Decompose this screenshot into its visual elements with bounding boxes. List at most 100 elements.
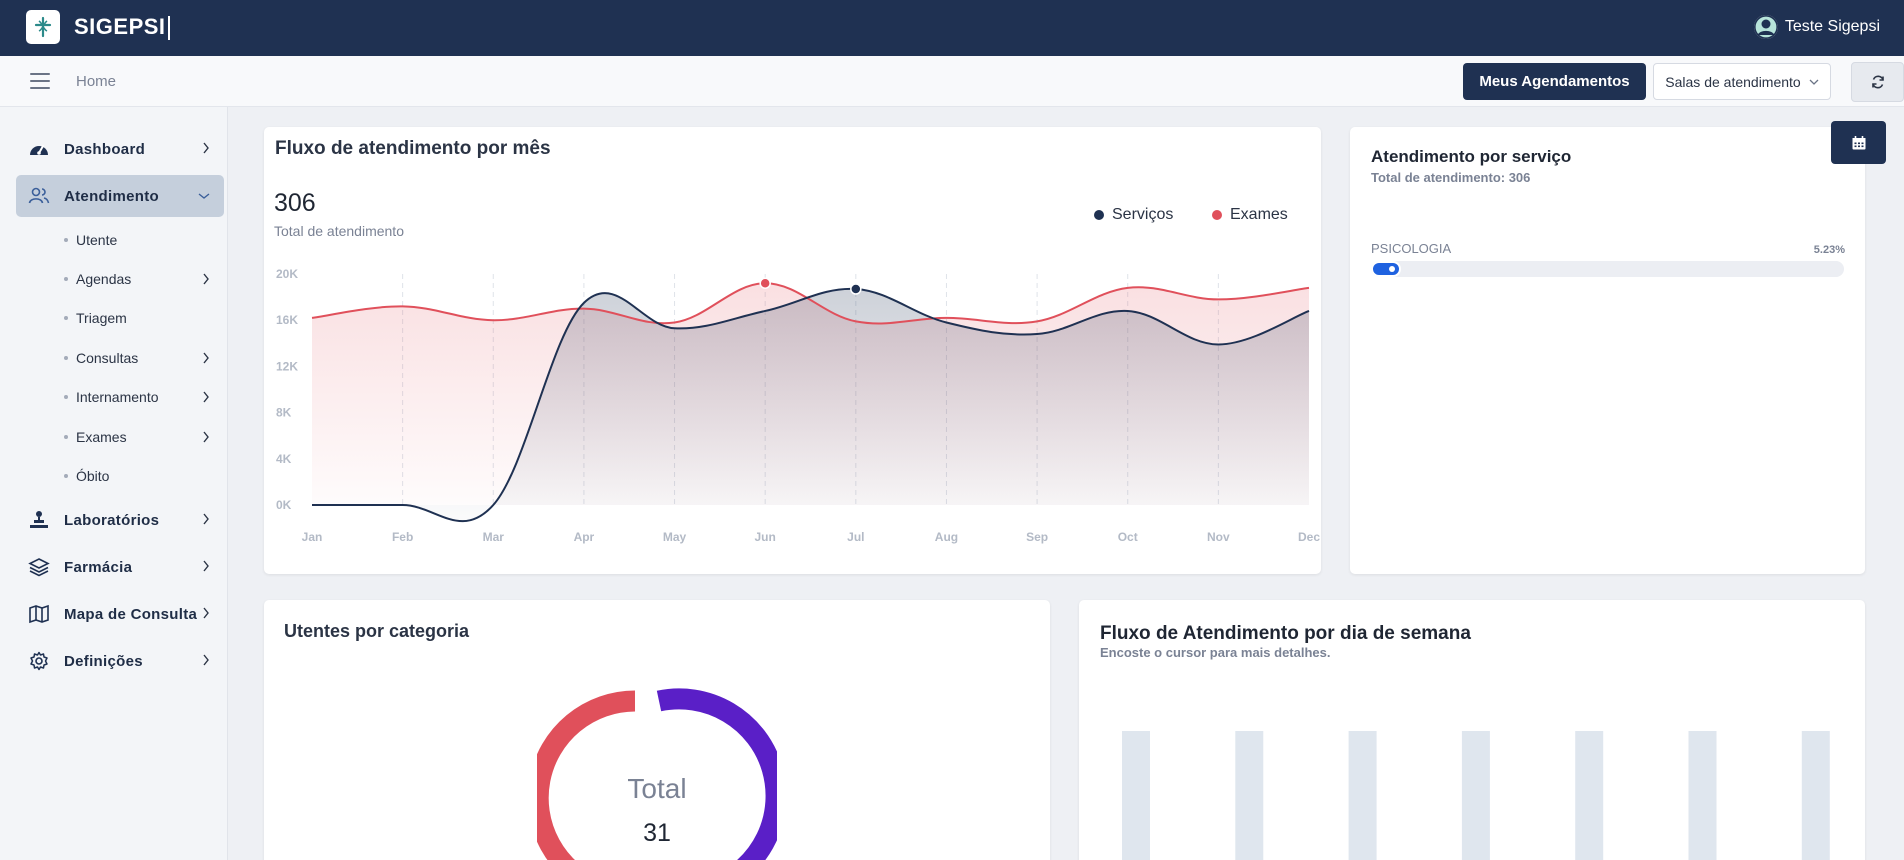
- legend-exames-label: Exames: [1230, 206, 1288, 223]
- sidebar-subitem-obito[interactable]: Óbito: [64, 461, 214, 491]
- refresh-button[interactable]: [1851, 62, 1904, 102]
- chevron-right-icon: [203, 273, 209, 285]
- chart-markers: [759, 277, 862, 295]
- legend-servicos[interactable]: Serviços: [1094, 206, 1173, 224]
- servico-row-percent: 5.23%: [1813, 244, 1845, 256]
- legend-servicos-label: Serviços: [1112, 206, 1174, 223]
- logo-icon: [34, 16, 52, 38]
- sidebar-item-laboratorios[interactable]: Laboratórios: [16, 499, 224, 541]
- series-line-1[interactable]: [311, 282, 1310, 325]
- series-marker-0[interactable]: [850, 283, 862, 295]
- fluxo-mes-chart[interactable]: 0K 4K 8K 12K 16K 20K Jan Feb Mar Apr May Jun Jul Aug…: [264, 127, 1321, 574]
- gauge-icon: [30, 145, 48, 155]
- series-line-0[interactable]: [311, 287, 1310, 523]
- bullet-icon: [64, 356, 68, 360]
- calendar-icon: [1852, 135, 1865, 149]
- sidebar-subitem-exames[interactable]: Exames: [64, 422, 214, 452]
- x-tick-label: Mar: [483, 530, 505, 544]
- x-tick-label: Oct: [1118, 530, 1138, 544]
- fluxo-mes-title: Fluxo de atendimento por mês: [275, 138, 551, 159]
- top-bar: SIGEPSI Teste Sigepsi: [0, 0, 1904, 56]
- series-marker-1[interactable]: [759, 277, 771, 289]
- servico-progress-fill: [1371, 261, 1401, 277]
- weekday-bar[interactable]: [1122, 731, 1150, 860]
- weekday-bar[interactable]: [1348, 731, 1377, 860]
- donut-slice-purple[interactable]: [656, 688, 777, 860]
- bullet-icon: [64, 474, 68, 478]
- y-tick-label: 0K: [276, 498, 292, 512]
- sidebar-item-definicoes[interactable]: Definições: [16, 640, 224, 682]
- sidebar-item-label: Dashboard: [64, 140, 146, 158]
- y-tick-label: 8K: [276, 406, 292, 420]
- breadcrumb-home[interactable]: Home: [76, 73, 117, 90]
- sidebar-subitem-label: Utente: [76, 232, 118, 248]
- fluxo-mes-total-label: Total de atendimento: [274, 223, 404, 239]
- x-tick-label: Dec: [1298, 530, 1320, 544]
- categoria-donut-chart[interactable]: [537, 688, 777, 860]
- app-logo[interactable]: [26, 10, 60, 44]
- users-icon: [28, 187, 50, 204]
- x-tick-label: Sep: [1026, 530, 1048, 544]
- sidebar-subitem-utente[interactable]: Utente: [64, 225, 214, 255]
- legend-dot-icon: [1212, 210, 1222, 220]
- semana-bar-chart[interactable]: [1079, 731, 1865, 860]
- weekday-bar[interactable]: [1688, 731, 1717, 860]
- sidebar-subitem-label: Triagem: [76, 310, 127, 326]
- x-tick-label: Jun: [755, 530, 776, 544]
- chevron-right-icon: [203, 513, 209, 525]
- progress-knob-icon: [1389, 266, 1395, 272]
- lab-icon: [30, 511, 48, 528]
- semana-subtitle: Encoste o cursor para mais detalhes.: [1100, 645, 1331, 660]
- user-menu[interactable]: Teste Sigepsi: [1753, 14, 1880, 40]
- calendar-button[interactable]: [1831, 121, 1886, 164]
- meus-agendamentos-button[interactable]: Meus Agendamentos: [1463, 63, 1646, 100]
- bullet-icon: [64, 277, 68, 281]
- chevron-right-icon: [203, 654, 209, 666]
- y-tick-label: 16K: [276, 313, 298, 327]
- sidebar-item-dashboard[interactable]: Dashboard: [16, 128, 224, 170]
- bullet-icon: [64, 435, 68, 439]
- sidebar-item-farmacia[interactable]: Farmácia: [16, 546, 224, 588]
- sidebar-subitem-agendas[interactable]: Agendas: [64, 264, 214, 294]
- sidebar-subitem-label: Agendas: [76, 271, 132, 287]
- servico-title: Atendimento por serviço: [1371, 147, 1572, 166]
- menu-toggle-icon[interactable]: [30, 73, 50, 89]
- series-area-0: [312, 288, 1309, 522]
- weekday-bar[interactable]: [1575, 731, 1604, 860]
- sidebar-subitem-label: Óbito: [76, 468, 110, 484]
- chevron-right-icon: [203, 431, 209, 443]
- sidebar-item-label: Definições: [64, 652, 143, 670]
- weekday-bar[interactable]: [1235, 731, 1264, 860]
- layers-icon: [28, 558, 50, 577]
- weekday-bar[interactable]: [1461, 731, 1490, 860]
- sidebar-item-label: Atendimento: [64, 187, 159, 205]
- user-avatar-icon: [1753, 15, 1778, 39]
- legend-exames[interactable]: Exames: [1212, 206, 1288, 224]
- categoria-title: Utentes por categoria: [284, 621, 470, 641]
- legend-dot-icon: [1094, 210, 1104, 220]
- gear-icon: [30, 651, 48, 671]
- chevron-right-icon: [203, 352, 209, 364]
- sidebar-item-label: Farmácia: [64, 558, 133, 576]
- salas-select[interactable]: Salas de atendimento: [1653, 63, 1831, 100]
- brand-name: SIGEPSI: [74, 14, 170, 41]
- donut-center-label: Total: [627, 773, 687, 804]
- sidebar-subitem-consultas[interactable]: Consultas: [64, 343, 214, 373]
- sidebar-subitem-internamento[interactable]: Internamento: [64, 382, 214, 412]
- servico-row-label: PSICOLOGIA: [1371, 241, 1452, 256]
- semana-card: Fluxo de Atendimento por dia de semana E…: [1079, 600, 1865, 860]
- donut-slice-red[interactable]: [537, 690, 636, 860]
- sidebar: Dashboard Atendimento Utente Agendas Tri…: [0, 107, 228, 860]
- chevron-right-icon: [203, 560, 209, 572]
- sidebar-subitem-triagem[interactable]: Triagem: [64, 303, 214, 333]
- chevron-right-icon: [203, 391, 209, 403]
- salas-select-label: Salas de atendimento: [1665, 73, 1801, 90]
- weekday-bar[interactable]: [1801, 731, 1830, 860]
- chart-y-axis: 0K 4K 8K 12K 16K 20K: [276, 267, 298, 512]
- y-tick-label: 4K: [276, 452, 292, 466]
- sidebar-item-atendimento[interactable]: Atendimento: [16, 175, 224, 217]
- chevron-down-icon: [198, 193, 210, 199]
- chevron-right-icon: [203, 142, 209, 154]
- user-name: Teste Sigepsi: [1784, 18, 1880, 35]
- sidebar-item-mapa-consulta[interactable]: Mapa de Consulta: [16, 593, 224, 635]
